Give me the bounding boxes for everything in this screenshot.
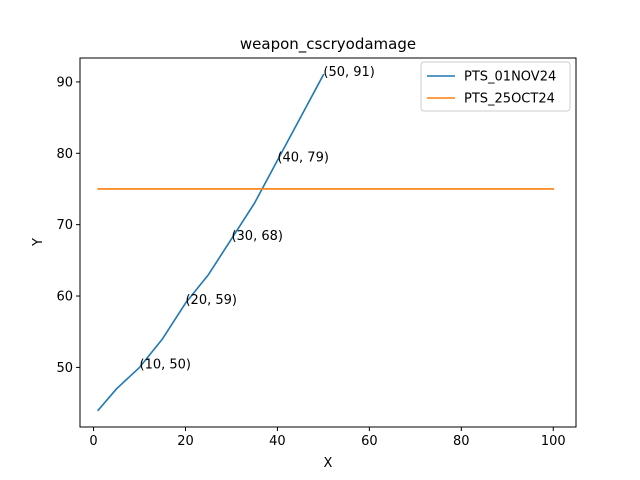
data-point-annotation: (50, 91) — [323, 65, 375, 80]
chart-title: weapon_cscryodamage — [240, 35, 416, 54]
x-axis: 0 20 40 60 80 100 — [89, 427, 566, 449]
legend: PTS_01NOV24 PTS_25OCT24 — [420, 61, 571, 112]
data-point-annotation: (40, 79) — [277, 150, 329, 165]
x-tick-label: 60 — [361, 434, 378, 449]
y-tick-label: 50 — [56, 361, 73, 376]
plot-frame — [79, 57, 577, 428]
x-tick-label: 0 — [89, 434, 97, 449]
legend-label: PTS_25OCT24 — [464, 92, 555, 107]
series-layer — [97, 73, 555, 412]
data-point-annotation: (20, 59) — [185, 293, 237, 308]
series-line-pts-01nov24 — [97, 73, 325, 412]
x-tick-label: 80 — [453, 434, 470, 449]
legend-label: PTS_01NOV24 — [464, 70, 556, 85]
y-tick-label: 70 — [56, 218, 73, 233]
y-axis-label: Y — [31, 238, 46, 247]
x-tick-label: 20 — [177, 434, 194, 449]
x-tick-label: 100 — [541, 434, 566, 449]
y-tick-label: 80 — [56, 147, 73, 162]
y-tick-label: 60 — [56, 290, 73, 305]
legend-box — [420, 61, 571, 112]
data-point-annotation: (10, 50) — [140, 357, 192, 372]
annotation-layer: (10, 50) (20, 59) (30, 68) (40, 79) (50, 91) — [140, 65, 375, 373]
plot-background — [80, 58, 576, 427]
plot-area — [80, 58, 576, 427]
data-point-annotation: (30, 68) — [231, 229, 283, 244]
x-axis-label: X — [324, 456, 333, 471]
y-tick-label: 90 — [56, 75, 73, 90]
y-axis: 50 60 70 80 90 — [56, 75, 80, 376]
x-tick-label: 40 — [269, 434, 286, 449]
